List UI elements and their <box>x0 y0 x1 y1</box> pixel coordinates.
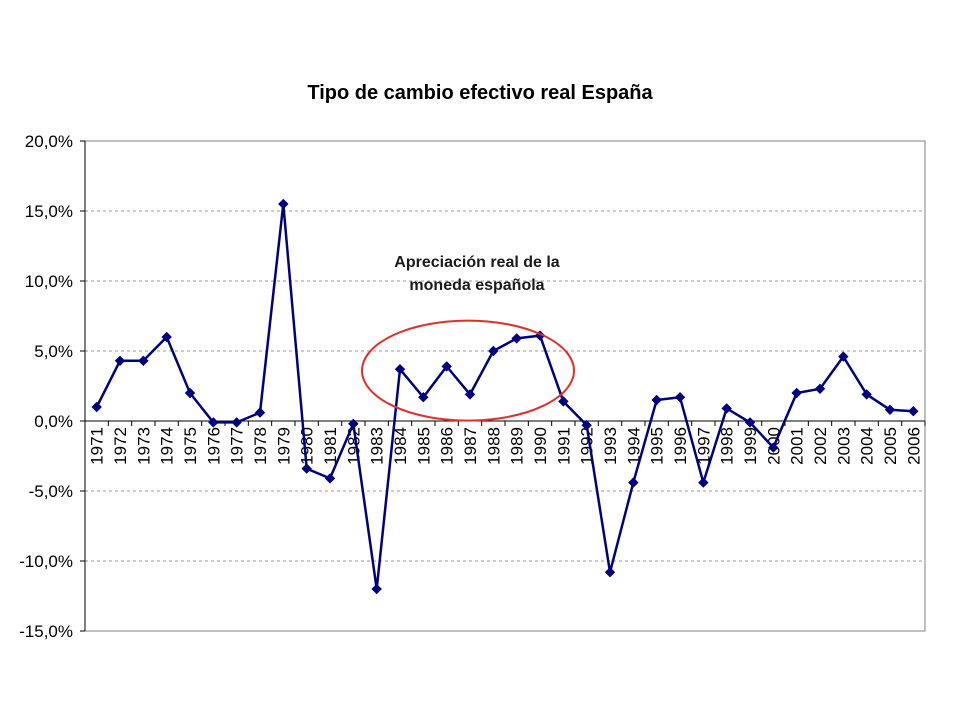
y-tick-label: 10,0% <box>25 272 73 291</box>
x-tick-label: 2002 <box>811 427 830 465</box>
data-point-1992 <box>581 419 592 431</box>
data-point-1986 <box>441 361 452 372</box>
data-point-1982 <box>348 418 359 430</box>
data-point-1973 <box>138 355 149 367</box>
x-tick-label: 1981 <box>321 427 340 465</box>
y-tick-label: -15,0% <box>19 622 73 641</box>
y-tick-label: -5,0% <box>29 482 73 501</box>
x-tick-label: 2006 <box>904 427 923 465</box>
x-tick-label: 1975 <box>181 427 200 465</box>
y-tick-label: 0,0% <box>34 412 73 431</box>
x-tick-label: 2003 <box>834 427 853 465</box>
y-tick-label: -10,0% <box>19 552 73 571</box>
data-point-1997 <box>698 477 709 488</box>
data-point-1988 <box>488 345 499 357</box>
plot-area-frame <box>84 140 926 632</box>
annotation-text-line2: moneda española <box>409 277 544 294</box>
y-tick-label: 20,0% <box>25 132 73 151</box>
data-point-1972 <box>114 355 126 367</box>
x-tick-label: 1996 <box>671 427 690 465</box>
x-tick-label: 1999 <box>741 427 760 465</box>
x-tick-label: 1980 <box>298 427 317 465</box>
series-markers <box>91 198 919 595</box>
data-point-1979 <box>278 198 289 210</box>
data-point-1985 <box>418 391 429 403</box>
data-point-2001 <box>791 387 802 399</box>
x-tick-label: 1978 <box>251 427 270 465</box>
x-tick-label: 1987 <box>461 427 480 465</box>
data-point-1980 <box>301 463 312 474</box>
x-tick-label: 1971 <box>88 427 107 465</box>
data-point-2006 <box>908 405 919 417</box>
data-point-1978 <box>254 407 266 418</box>
y-axis: 20,0% 15,0% 10,0% 5,0% 0,0% -5,0% -10,0% -15,0% <box>19 132 86 641</box>
data-point-1984 <box>394 363 406 375</box>
data-point-1996 <box>674 391 686 403</box>
x-tick-label: 1986 <box>438 427 457 465</box>
data-point-2000 <box>768 442 779 453</box>
x-tick-label: 1983 <box>368 427 387 465</box>
x-tick-label: 1973 <box>134 427 153 465</box>
x-tick-label: 1995 <box>648 427 667 465</box>
data-point-1995 <box>651 394 662 406</box>
x-tick-label: 1993 <box>601 427 620 465</box>
data-point-1989 <box>511 333 522 344</box>
grid-lines <box>85 210 925 562</box>
x-tick-label: 1979 <box>274 427 293 465</box>
data-point-1999 <box>744 417 756 428</box>
data-point-1998 <box>721 403 732 414</box>
annotation-ellipse <box>361 319 575 422</box>
x-tick-label: 1994 <box>624 427 643 465</box>
x-tick-label: 1976 <box>204 427 223 465</box>
x-tick-label: 2001 <box>788 427 807 465</box>
data-point-1993 <box>604 566 616 578</box>
x-tick-label: 1998 <box>718 427 737 465</box>
data-point-1977 <box>231 417 242 428</box>
data-point-2002 <box>814 383 826 395</box>
chart-title: Tipo de cambio efectivo real España <box>307 82 653 104</box>
x-tick-label: 1985 <box>414 427 433 465</box>
x-tick-label: 1972 <box>111 427 130 465</box>
data-point-1974 <box>161 331 172 343</box>
data-point-2003 <box>838 351 849 362</box>
data-point-1971 <box>91 401 102 413</box>
data-point-2004 <box>861 389 872 400</box>
data-point-2005 <box>884 404 896 416</box>
data-point-1975 <box>184 387 196 399</box>
data-point-1981 <box>324 473 336 484</box>
x-tick-label: 1977 <box>228 427 247 465</box>
x-tick-label: 2004 <box>858 427 877 465</box>
y-tick-label: 5,0% <box>34 342 73 361</box>
x-tick-label: 1990 <box>531 427 550 465</box>
data-point-1983 <box>371 583 382 595</box>
x-tick-label: 1991 <box>554 427 573 465</box>
x-tick-label: 1989 <box>508 427 527 465</box>
data-point-1976 <box>208 417 219 428</box>
x-axis: 1971 1972 1973 1974 1975 1976 1977 1978 1979 1980… <box>84 421 926 465</box>
annotation-text-line1: Apreciación real de la <box>394 254 560 271</box>
data-point-1987 <box>464 389 476 400</box>
data-point-1991 <box>558 396 569 407</box>
x-tick-label: 2005 <box>881 427 900 465</box>
data-point-1994 <box>628 477 639 488</box>
x-tick-label: 1988 <box>484 427 503 465</box>
x-tick-label: 1984 <box>391 427 410 465</box>
x-tick-label: 1974 <box>158 427 177 465</box>
x-tick-label: 1997 <box>694 427 713 465</box>
y-tick-label: 15,0% <box>25 202 73 221</box>
